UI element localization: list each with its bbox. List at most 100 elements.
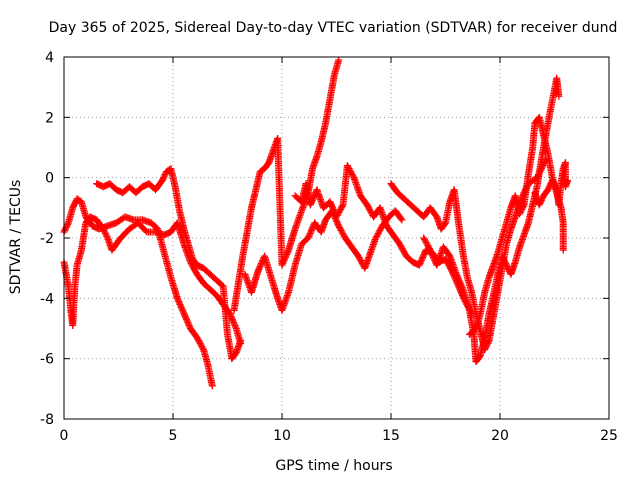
data-point xyxy=(516,208,524,216)
x-tick-label: 25 xyxy=(600,428,618,444)
data-point xyxy=(308,196,316,204)
data-point xyxy=(333,211,341,219)
data-point xyxy=(99,225,107,233)
data-point xyxy=(401,249,409,257)
data-point xyxy=(196,340,204,348)
data-point xyxy=(178,305,186,313)
x-tick-label: 0 xyxy=(60,428,69,444)
data-point xyxy=(306,229,314,237)
y-tick-label: -6 xyxy=(40,352,54,368)
data-point xyxy=(548,177,556,185)
data-point xyxy=(336,207,344,215)
data-point xyxy=(310,193,318,201)
data-point xyxy=(503,261,511,269)
data-point xyxy=(283,251,291,259)
data-point xyxy=(184,318,192,326)
data-point xyxy=(335,222,343,230)
data-point xyxy=(191,266,199,274)
y-tick-label: 2 xyxy=(45,110,54,126)
data-point xyxy=(190,264,198,272)
data-point xyxy=(418,255,426,263)
data-point xyxy=(458,282,466,290)
data-point xyxy=(231,321,239,329)
x-tick-label: 15 xyxy=(382,428,400,444)
data-point xyxy=(344,163,352,171)
data-point xyxy=(365,205,373,213)
data-point xyxy=(422,239,430,247)
data-point xyxy=(421,236,429,244)
data-point xyxy=(176,300,184,308)
data-point xyxy=(519,204,527,212)
grid-lines xyxy=(64,57,609,419)
data-point xyxy=(181,311,189,319)
data-point xyxy=(307,226,315,234)
data-point xyxy=(427,248,435,256)
data-point xyxy=(281,254,289,262)
data-point xyxy=(255,264,263,272)
data-point xyxy=(559,246,567,254)
data-point xyxy=(175,299,183,307)
data-point xyxy=(184,320,192,328)
data-point xyxy=(365,204,373,212)
data-point xyxy=(419,254,427,262)
data-point xyxy=(305,232,313,240)
data-point xyxy=(61,225,69,233)
data-point xyxy=(355,254,363,262)
data-point xyxy=(518,205,526,213)
data-point xyxy=(398,216,406,224)
axis-ticks: 0 5 10 15 20 25 -8 -6 -4 -2 0 2 4 xyxy=(40,50,618,444)
data-point xyxy=(420,251,428,259)
data-point xyxy=(306,201,314,209)
data-point xyxy=(455,276,463,284)
data-point xyxy=(564,177,572,185)
data-point xyxy=(158,177,166,185)
data-point xyxy=(197,341,205,349)
data-point xyxy=(375,228,383,236)
data-point xyxy=(218,281,226,289)
data-point xyxy=(307,199,315,207)
data-point xyxy=(335,223,343,231)
y-tick-label: -2 xyxy=(40,231,54,247)
data-point xyxy=(279,260,287,268)
data-point xyxy=(61,226,69,234)
data-point xyxy=(500,257,508,265)
data-point xyxy=(101,228,109,236)
data-point xyxy=(333,219,341,227)
data-point xyxy=(283,249,291,257)
data-point xyxy=(428,251,436,259)
y-tick-label: -4 xyxy=(40,291,54,307)
data-point xyxy=(337,204,345,212)
data-point xyxy=(228,315,236,323)
data-point xyxy=(552,184,560,192)
data-point xyxy=(330,207,338,215)
x-tick-label: 10 xyxy=(273,428,291,444)
data-point xyxy=(425,245,433,253)
data-point xyxy=(63,222,71,230)
data-point xyxy=(336,225,344,233)
data-point xyxy=(516,210,524,218)
data-point xyxy=(537,196,545,204)
data-point xyxy=(208,382,216,390)
data-point xyxy=(397,215,405,223)
data-point xyxy=(160,172,168,180)
y-tick-label: 0 xyxy=(45,171,54,187)
data-point xyxy=(415,261,423,269)
data-point xyxy=(549,178,557,186)
data-point xyxy=(545,184,553,192)
y-tick-label: 4 xyxy=(45,50,54,66)
data-point xyxy=(159,175,167,183)
data-point xyxy=(101,229,109,237)
data-point xyxy=(179,308,187,316)
data-point xyxy=(230,318,238,326)
data-point xyxy=(444,260,452,268)
data-point xyxy=(256,263,264,271)
data-point xyxy=(160,174,168,182)
data-point xyxy=(456,278,464,286)
data-point xyxy=(338,228,346,236)
data-point xyxy=(103,232,111,240)
data-point xyxy=(304,234,312,242)
data-point xyxy=(536,199,544,207)
data-point xyxy=(340,231,348,239)
data-point xyxy=(191,267,199,275)
